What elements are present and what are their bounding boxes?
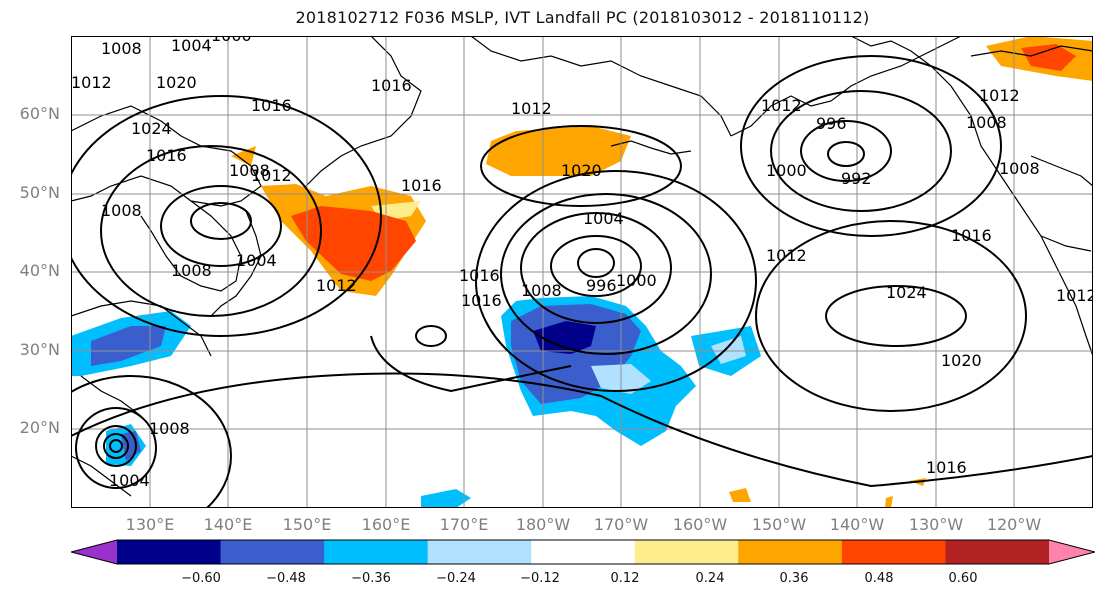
lon-label: 130°E	[125, 515, 175, 534]
isobar-label: 1012	[1056, 286, 1093, 305]
isobar-label: 1020	[941, 351, 982, 370]
isobar-label: 1000	[766, 161, 807, 180]
colorbar-segment	[220, 540, 325, 564]
colorbar-extend-low	[71, 540, 117, 564]
isobar-label: 1012	[761, 96, 802, 115]
colorbar-tick: −0.12	[520, 571, 560, 586]
isobar-label: 1008	[101, 201, 142, 220]
isobar-label: 1016	[371, 76, 412, 95]
colorbar-tick: 0.12	[610, 571, 640, 586]
isobar-label: 1000	[211, 36, 252, 45]
lat-label: 60°N	[19, 104, 60, 123]
isobar-label: 1012	[316, 276, 357, 295]
map-frame	[71, 36, 1093, 508]
isobar-label: 1012	[251, 166, 292, 185]
isobar-label: 1004	[236, 251, 277, 270]
isobar-label: 1008	[149, 419, 190, 438]
lon-label: 140°W	[829, 515, 885, 534]
isobar-label: 996	[816, 114, 847, 133]
colorbar-segment	[531, 540, 636, 564]
lat-label: 40°N	[19, 261, 60, 280]
isobar-label: 1020	[561, 161, 602, 180]
isobar-label: 1004	[583, 209, 624, 228]
lon-label: 180°W	[515, 515, 571, 534]
colorbar-tick: 0.60	[948, 571, 978, 586]
isobar-label: 1016	[926, 458, 967, 477]
isobar-label: 1024	[886, 283, 927, 302]
lon-label: 170°W	[593, 515, 649, 534]
isobar-label: 1008	[999, 159, 1040, 178]
map-panel[interactable]: 1008 1004 1000 1012 1020 1016 1016 1012 …	[71, 36, 1093, 508]
isobar-label: 1012	[71, 73, 112, 92]
isobar-label: 1012	[766, 246, 807, 265]
lon-label: 160°E	[361, 515, 411, 534]
isobar-label: 1016	[951, 226, 992, 245]
colorbar-tick: −0.24	[436, 571, 476, 586]
lon-label: 120°W	[986, 515, 1042, 534]
isobar-label: 1016	[461, 291, 502, 310]
colorbar-tick: −0.60	[181, 571, 221, 586]
isobar-label: 1008	[101, 39, 142, 58]
isobar-label: 1008	[171, 261, 212, 280]
isobar-label: 1008	[966, 113, 1007, 132]
lon-label: 140°E	[203, 515, 253, 534]
isobar-label: 1016	[146, 146, 187, 165]
isobar-label: 1020	[156, 73, 197, 92]
isobar-labels: 1008 1004 1000 1012 1020 1016 1016 1012 …	[71, 36, 1093, 490]
isobar-label: 992	[841, 169, 872, 188]
lon-label: 160°W	[672, 515, 728, 534]
isobar-label: 1016	[251, 96, 292, 115]
colorbar-segment	[427, 540, 532, 564]
lon-label: 150°E	[282, 515, 332, 534]
isobar-label: 1012	[979, 86, 1020, 105]
colorbar-tick: −0.36	[351, 571, 391, 586]
colorbar-segment	[738, 540, 843, 564]
map-title: 2018102712 F036 MSLP, IVT Landfall PC (2…	[295, 8, 870, 27]
colorbar-segment	[634, 540, 739, 564]
lat-label: 20°N	[19, 418, 60, 437]
isobar-label: 1008	[521, 281, 562, 300]
colorbar	[71, 539, 1095, 565]
lat-label: 30°N	[19, 340, 60, 359]
colorbar-segment	[324, 540, 429, 564]
colorbar-tick: −0.48	[266, 571, 306, 586]
isobar-label: 1004	[109, 471, 150, 490]
lon-label: 150°W	[751, 515, 807, 534]
colorbar-tick: 0.48	[864, 571, 894, 586]
colorbar-segment	[117, 540, 222, 564]
isobar-label: 1004	[171, 36, 212, 55]
colorbar-tick: 0.36	[779, 571, 809, 586]
ivt-positive-shading	[231, 36, 1093, 508]
isobar-label: 1024	[131, 119, 172, 138]
lat-label: 50°N	[19, 183, 60, 202]
isobars	[71, 55, 1093, 508]
isobar-label: 1016	[401, 176, 442, 195]
isobar-label: 1016	[459, 266, 500, 285]
ivt-negative-shading	[71, 296, 761, 508]
isobar-label: 996	[586, 276, 617, 295]
lon-label: 130°W	[908, 515, 964, 534]
colorbar-tick: 0.24	[695, 571, 725, 586]
colorbar-segment	[945, 540, 1050, 564]
isobar-label: 1000	[616, 271, 657, 290]
colorbar-outline	[71, 539, 1095, 565]
colorbar-extend-high	[1049, 540, 1095, 564]
colorbar-segment	[841, 540, 946, 564]
isobar-label: 1012	[511, 99, 552, 118]
isobar-label: 1008	[229, 161, 270, 180]
lon-label: 170°E	[439, 515, 489, 534]
